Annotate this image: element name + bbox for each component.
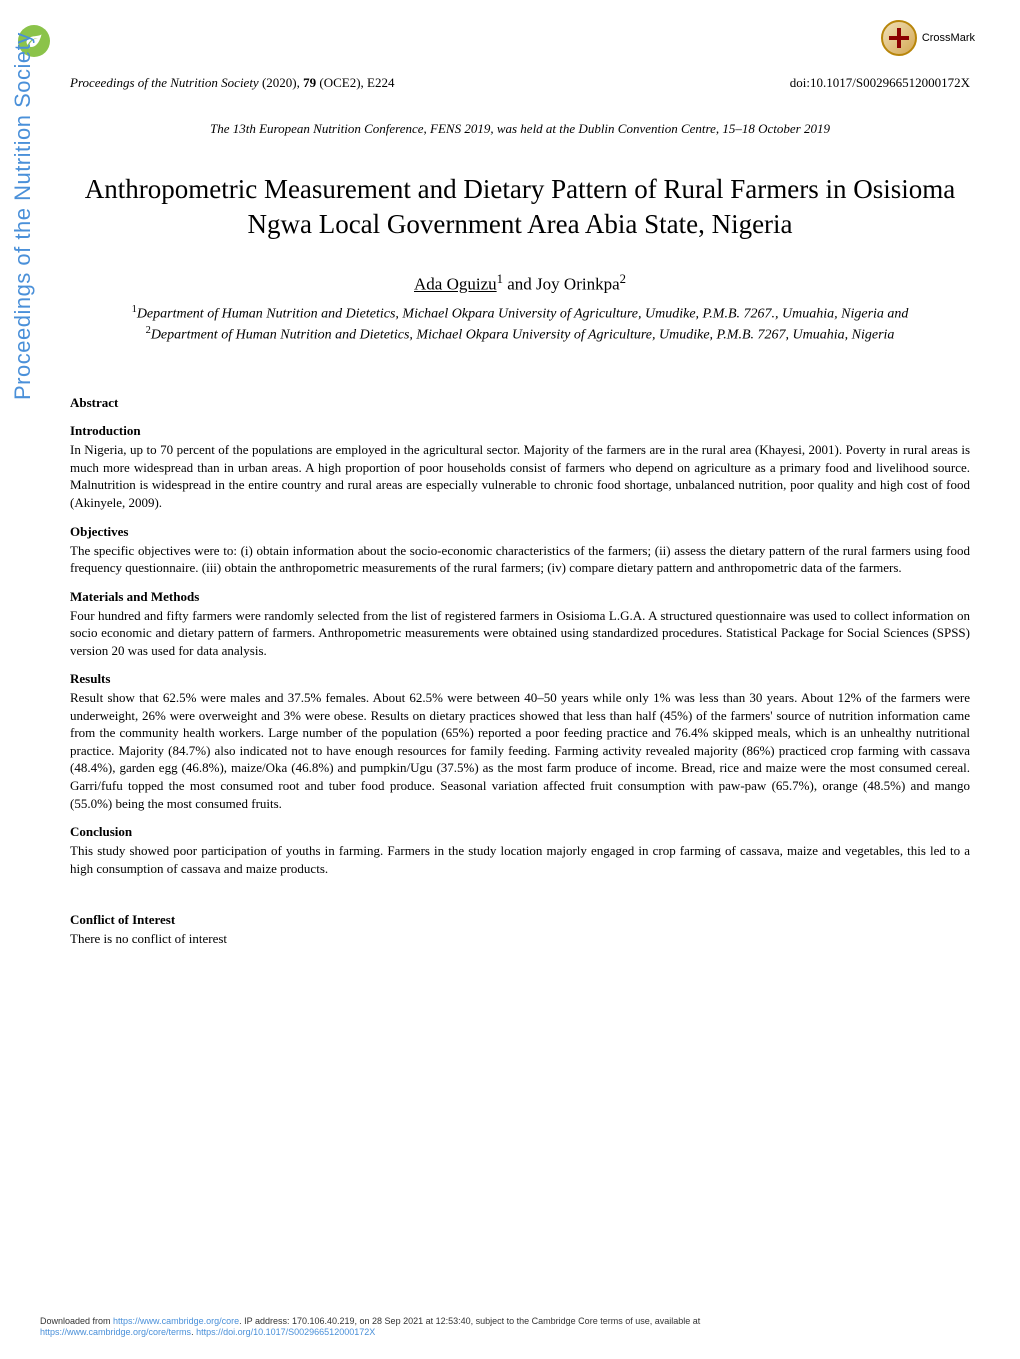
affiliation-2: Department of Human Nutrition and Dietet…	[151, 328, 895, 343]
heading-results: Results	[70, 671, 970, 687]
affiliations: 1Department of Human Nutrition and Diete…	[70, 303, 970, 346]
doi: doi:10.1017/S002966512000172X	[790, 75, 970, 91]
text-coi: There is no conflict of interest	[70, 930, 970, 948]
text-objectives: The specific objectives were to: (i) obt…	[70, 542, 970, 577]
abstract-label: Abstract	[70, 395, 970, 411]
text-introduction: In Nigeria, up to 70 percent of the popu…	[70, 441, 970, 511]
citation-left: Proceedings of the Nutrition Society (20…	[70, 75, 394, 91]
conflict-of-interest: Conflict of Interest There is no conflic…	[70, 912, 970, 948]
crossmark-icon	[881, 20, 917, 56]
journal-name: Proceedings of the Nutrition Society	[10, 32, 35, 400]
footer-link-core[interactable]: https://www.cambridge.org/core	[113, 1316, 239, 1326]
header-citation: Proceedings of the Nutrition Society (20…	[70, 75, 970, 91]
text-methods: Four hundred and fifty farmers were rand…	[70, 607, 970, 660]
crossmark-badge[interactable]: CrossMark	[881, 20, 975, 56]
heading-coi: Conflict of Interest	[70, 912, 970, 928]
footer-link-terms[interactable]: https://www.cambridge.org/core/terms	[40, 1327, 191, 1337]
affiliation-1: Department of Human Nutrition and Dietet…	[137, 307, 909, 322]
download-footer: Downloaded from https://www.cambridge.or…	[40, 1316, 700, 1339]
authors-list: Ada Oguizu1 and Joy Orinkpa2	[70, 272, 970, 295]
journal-sidebar-label: Proceedings of the Nutrition Society	[10, 19, 36, 400]
text-results: Result show that 62.5% were males and 37…	[70, 689, 970, 812]
heading-objectives: Objectives	[70, 524, 970, 540]
author-2: Joy Orinkpa	[536, 275, 620, 294]
heading-methods: Materials and Methods	[70, 589, 970, 605]
heading-conclusion: Conclusion	[70, 824, 970, 840]
footer-link-doi[interactable]: https://doi.org/10.1017/S002966512000172…	[196, 1327, 375, 1337]
sidebar-tab: Proceedings of the Nutrition Society	[0, 0, 45, 1359]
journal-prefix	[10, 19, 35, 26]
crossmark-label: CrossMark	[922, 32, 975, 44]
author-1: Ada Oguizu	[414, 275, 497, 294]
article-title: Anthropometric Measurement and Dietary P…	[70, 172, 970, 242]
conference-info: The 13th European Nutrition Conference, …	[70, 121, 970, 137]
page-content: Proceedings of the Nutrition Society (20…	[70, 0, 970, 948]
text-conclusion: This study showed poor participation of …	[70, 842, 970, 877]
heading-introduction: Introduction	[70, 423, 970, 439]
